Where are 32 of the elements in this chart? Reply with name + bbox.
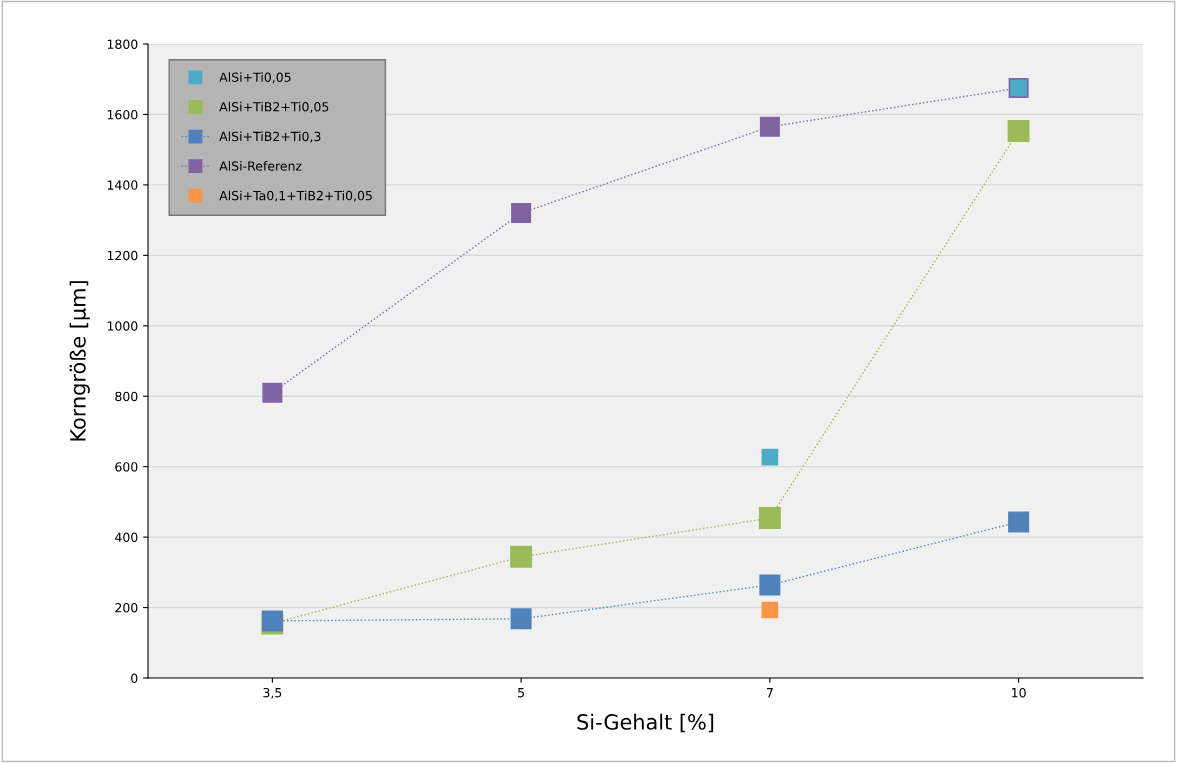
legend-label: AlSi+Ti0,05 (219, 72, 291, 84)
x-tick-label: 3,5 (263, 687, 282, 699)
y-tick-label: 200 (115, 603, 138, 613)
point (1007, 120, 1030, 142)
point (759, 574, 781, 596)
y-axis-title: Korngröße [µm] (69, 281, 90, 441)
point (758, 507, 781, 530)
y-tick-label: 400 (115, 532, 138, 543)
point (761, 448, 779, 466)
point (761, 601, 779, 619)
legend-label: AlSi+TiB2+Ti0,3 (219, 131, 321, 143)
x-tick-label: 5 (518, 688, 525, 698)
legend-label: AlSi+TiB2+Ti0,05 (219, 101, 329, 113)
y-tick-label: 1800 (107, 39, 138, 49)
point (511, 203, 532, 224)
y-tick-label: 1600 (107, 109, 138, 120)
point (262, 382, 283, 403)
point (510, 545, 533, 568)
x-tick-label: 10 (1012, 687, 1026, 698)
y-tick-label: 0 (131, 673, 138, 683)
point (510, 608, 532, 630)
y-tick-label: 800 (115, 391, 138, 402)
x-axis-title: Si-Gehalt [%] (577, 713, 714, 733)
legend-label: AlSi-Referenz (219, 161, 302, 171)
y-tick-label: 1000 (107, 321, 138, 331)
point (759, 116, 780, 137)
y-tick-label: 1200 (107, 250, 138, 261)
y-tick-label: 600 (115, 462, 138, 472)
point (1008, 511, 1030, 533)
y-tick-label: 1400 (107, 180, 138, 190)
legend-label: AlSi+Ta0,1+TiB2+Ti0,05 (219, 190, 372, 202)
x-tick-label: 7 (766, 688, 773, 698)
